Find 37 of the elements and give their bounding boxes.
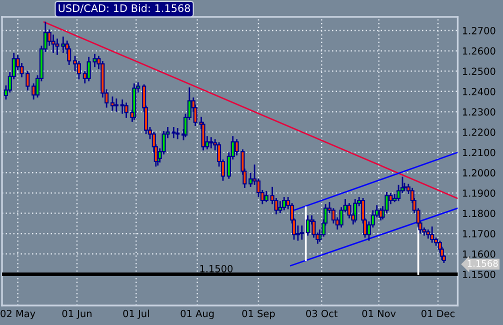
y-tick-label: 1.2700 bbox=[462, 26, 496, 34]
candlestick bbox=[430, 226, 434, 244]
y-tick-label: 1.2100 bbox=[462, 148, 496, 156]
candlestick bbox=[176, 127, 180, 140]
y-tick-label: 1.1700 bbox=[462, 230, 496, 238]
y-tick-label: 1.1600 bbox=[462, 250, 496, 258]
candlestick bbox=[120, 98, 124, 114]
chart-title: USD/CAD: 1D Bid: 1.1568 bbox=[58, 4, 190, 13]
candlestick bbox=[278, 200, 282, 214]
x-tick-label: 01 Nov bbox=[362, 310, 396, 318]
candlestick bbox=[209, 136, 214, 149]
candlestick bbox=[110, 96, 115, 112]
candlestick bbox=[51, 34, 56, 54]
candlestick bbox=[201, 121, 206, 152]
y-tick-label: 1.2400 bbox=[462, 88, 496, 96]
y-tick-label: 1.2500 bbox=[462, 68, 496, 75]
y-tick-label: 1.2200 bbox=[462, 128, 496, 136]
y-tick-label: 1.2300 bbox=[462, 108, 496, 116]
candlestick bbox=[426, 228, 430, 240]
x-tick-label: 01 Dec bbox=[422, 310, 455, 318]
x-tick-label: 03 Oct bbox=[306, 310, 338, 318]
candlestick bbox=[264, 190, 268, 203]
y-tick-label: 1.1500 bbox=[462, 270, 496, 278]
y-tick-label: 1.1900 bbox=[462, 189, 496, 197]
y-tick-label: 1.2600 bbox=[462, 47, 496, 55]
candlestick bbox=[282, 196, 286, 211]
candlestick bbox=[76, 60, 81, 80]
y-tick-label: 1.1800 bbox=[462, 210, 496, 218]
candlestick bbox=[300, 224, 304, 240]
x-tick-label: 01 Sep bbox=[242, 310, 275, 320]
x-tick-label: 02 May bbox=[0, 310, 36, 320]
candlestick bbox=[114, 98, 118, 112]
x-tick-label: 01 Aug bbox=[180, 310, 214, 320]
x-tick-label: 01 Jul bbox=[123, 310, 149, 319]
ref-line-label: 1.1500 bbox=[200, 264, 233, 272]
x-tick-label: 01 Jun bbox=[62, 310, 92, 319]
y-tick-label: 1.2000 bbox=[462, 169, 496, 177]
